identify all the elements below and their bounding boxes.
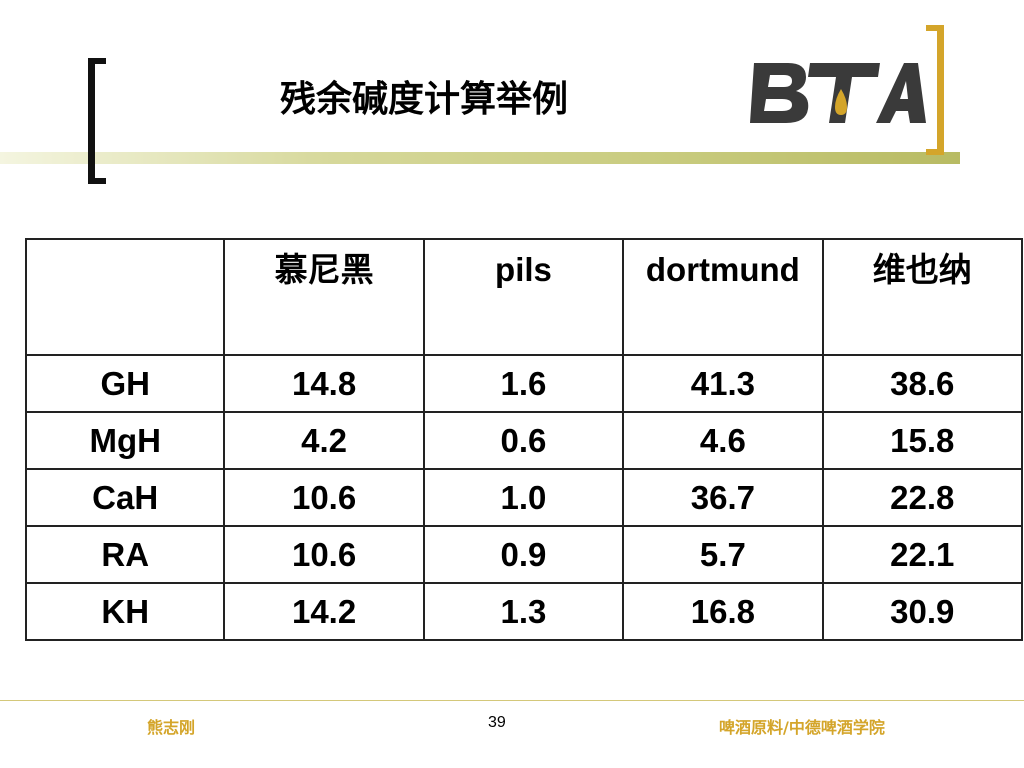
row-label: GH	[24, 354, 226, 413]
table-cell: 10.6	[223, 468, 425, 527]
table-cell: 38.6	[821, 354, 1024, 413]
left-bracket-decoration	[88, 58, 106, 184]
footer-author: 熊志刚	[147, 718, 196, 737]
table-cell: 14.8	[223, 354, 425, 413]
table-cell: 22.1	[821, 525, 1024, 584]
row-label: KH	[24, 582, 226, 641]
slide-title: 残余碱度计算举例	[280, 79, 569, 120]
table-row: MgH 4.2 0.6 4.6 15.8	[24, 411, 1024, 470]
header-cell-munich: 慕尼黑	[223, 238, 425, 356]
table-row: KH 14.2 1.3 16.8 30.9	[24, 582, 1024, 641]
header-divider-bar	[0, 152, 960, 164]
table-row: RA 10.6 0.9 5.7 22.1	[24, 525, 1024, 584]
row-label: CaH	[24, 468, 226, 527]
table-cell: 15.8	[821, 411, 1024, 470]
table-cell: 4.2	[223, 411, 425, 470]
table-cell: 0.9	[422, 525, 625, 584]
table-cell: 5.7	[622, 525, 824, 584]
header-cell-vienna: 维也纳	[821, 238, 1024, 356]
footer-organization: 啤酒原料/中德啤酒学院	[719, 718, 885, 737]
table-row: CaH 10.6 1.0 36.7 22.8	[24, 468, 1024, 527]
footer-divider	[0, 700, 1024, 701]
table-header-row: 慕尼黑 pils dortmund 维也纳	[24, 238, 1024, 356]
table-cell: 1.6	[422, 354, 625, 413]
residual-alkalinity-table: 慕尼黑 pils dortmund 维也纳 GH 14.8 1.6 41.3 3…	[24, 238, 1024, 641]
table-cell: 22.8	[821, 468, 1024, 527]
footer-page-number: 39	[488, 714, 506, 731]
bta-logo	[750, 63, 926, 123]
table-cell: 1.0	[422, 468, 625, 527]
table-cell: 0.6	[422, 411, 625, 470]
header-cell-dortmund: dortmund	[622, 238, 824, 356]
header-cell-pils: pils	[422, 238, 625, 356]
right-bracket-decoration	[926, 25, 944, 155]
table-cell: 36.7	[622, 468, 824, 527]
table-row: GH 14.8 1.6 41.3 38.6	[24, 354, 1024, 413]
row-label: MgH	[24, 411, 226, 470]
table-cell: 10.6	[223, 525, 425, 584]
header-cell-empty	[24, 238, 226, 356]
table-cell: 4.6	[622, 411, 824, 470]
table-cell: 41.3	[622, 354, 824, 413]
table-cell: 30.9	[821, 582, 1024, 641]
table-cell: 16.8	[622, 582, 824, 641]
row-label: RA	[24, 525, 226, 584]
table-cell: 1.3	[422, 582, 625, 641]
table-cell: 14.2	[223, 582, 425, 641]
